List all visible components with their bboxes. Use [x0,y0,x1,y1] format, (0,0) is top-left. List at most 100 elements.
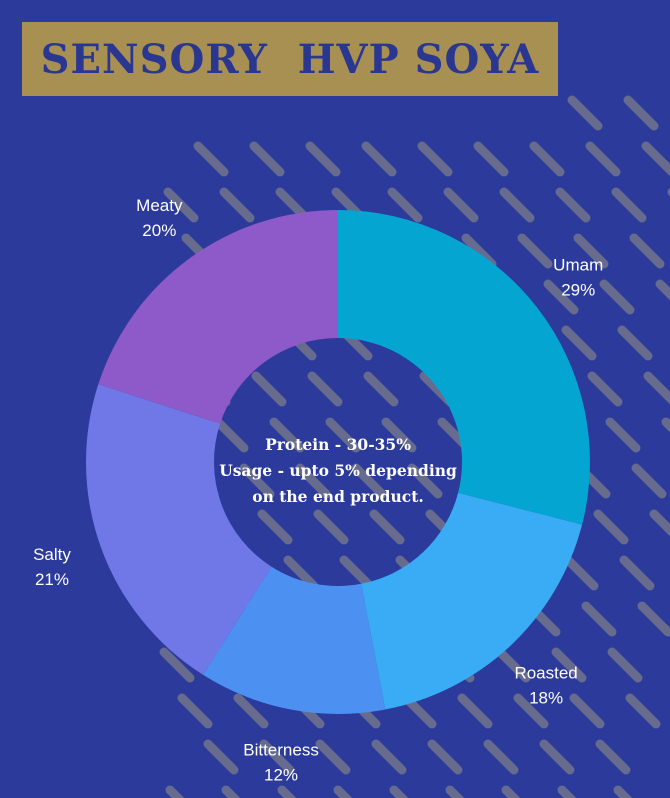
slice-meaty [98,210,338,424]
background-stripe [513,693,549,729]
background-stripe [631,463,667,499]
background-stripe [259,739,295,775]
background-stripe [495,647,531,683]
background-stripe [363,371,399,407]
background-stripe [389,785,409,798]
background-stripe [193,141,229,177]
background-stripe [457,693,493,729]
background-stripe [499,187,535,223]
center-text-line: on the end product. [252,487,424,506]
background-stripe [581,601,617,637]
background-stripe [203,739,239,775]
background-stripe [573,233,609,269]
slice-value-bitterness: 12% [264,766,298,785]
background-stripe [219,187,255,223]
background-stripe [361,141,397,177]
background-stripe [637,601,670,637]
background-stripe [163,187,199,223]
slice-bitterness [202,566,386,714]
background-stripe [529,141,565,177]
background-stripe [587,371,623,407]
center-text-line: Protein - 30-35% [265,435,411,454]
background-stripe [305,141,341,177]
background-stripe [283,555,319,591]
background-stripe [623,95,659,131]
background-stripe [407,463,443,499]
background-stripe [569,693,605,729]
slice-value-umam: 29% [561,281,595,300]
background-stripe [563,555,599,591]
background-stripe [381,417,417,453]
background-stripe [619,555,655,591]
slice-value-roasted: 18% [529,689,563,708]
background-stripe [641,141,670,177]
background-stripe [295,463,331,499]
background-stripe [277,785,297,798]
slice-label-bitterness: Bitterness [243,741,319,760]
background-stripe [325,417,361,453]
background-stripe [551,647,587,683]
slice-roasted [361,492,583,710]
page-title: SENSORY HVP SOYA [40,35,540,83]
background-stripe [213,417,249,453]
background-stripe [611,187,647,223]
background-stripe [655,279,670,301]
slice-umam [338,210,591,525]
background-stripe [613,785,633,798]
background-stripe [221,785,241,798]
background-stripe [257,509,293,545]
background-stripe [473,141,509,177]
title-banner: SENSORY HVP SOYA [22,22,558,96]
background-stripe [417,141,453,177]
slice-label-salty: Salty [33,545,71,564]
background-stripe [177,693,213,729]
background-stripe [605,417,641,453]
background-stripe [517,233,553,269]
background-stripe [557,785,577,798]
background-stripe [351,463,387,499]
background-stripe [371,739,407,775]
background-stripe [233,693,269,729]
background-stripe [369,509,405,545]
background-stripe [483,739,519,775]
background-stripe [427,739,463,775]
slice-value-salty: 21% [35,570,69,589]
background-stripe [567,95,603,131]
background-stripe [333,785,353,798]
slice-label-roasted: Roasted [514,664,577,683]
background-stripe [607,647,643,683]
background-stripe [339,555,375,591]
background-stripe [159,647,195,683]
background-stripe [443,187,479,223]
background-stripe [629,233,665,269]
background-stripe [307,371,343,407]
background-stripe [649,509,670,537]
background-stripe [625,693,661,729]
background-stripe [315,739,351,775]
background-stripe [387,187,423,223]
background-stripe [251,371,287,407]
slice-value-meaty: 20% [142,221,176,240]
background-stripe [539,739,575,775]
center-text-line: Usage - upto 5% depending [219,461,457,480]
background-stripe [543,279,579,315]
background-stripe [445,785,465,798]
slice-salty [86,384,272,675]
background-stripe [595,739,631,775]
background-stripe [239,463,275,499]
background-stripe [165,785,185,798]
background-stripe [617,325,653,361]
background-stripe [599,279,635,315]
background-stripe [561,325,597,361]
background-stripe [585,141,621,177]
background-stripe [593,509,629,545]
background-stripe [269,417,305,453]
background-stripe [501,785,521,798]
slice-label-meaty: Meaty [136,196,183,215]
slice-label-umam: Umam [553,256,603,275]
background-stripe [555,187,591,223]
background-stripe [249,141,285,177]
background-stripe [313,509,349,545]
